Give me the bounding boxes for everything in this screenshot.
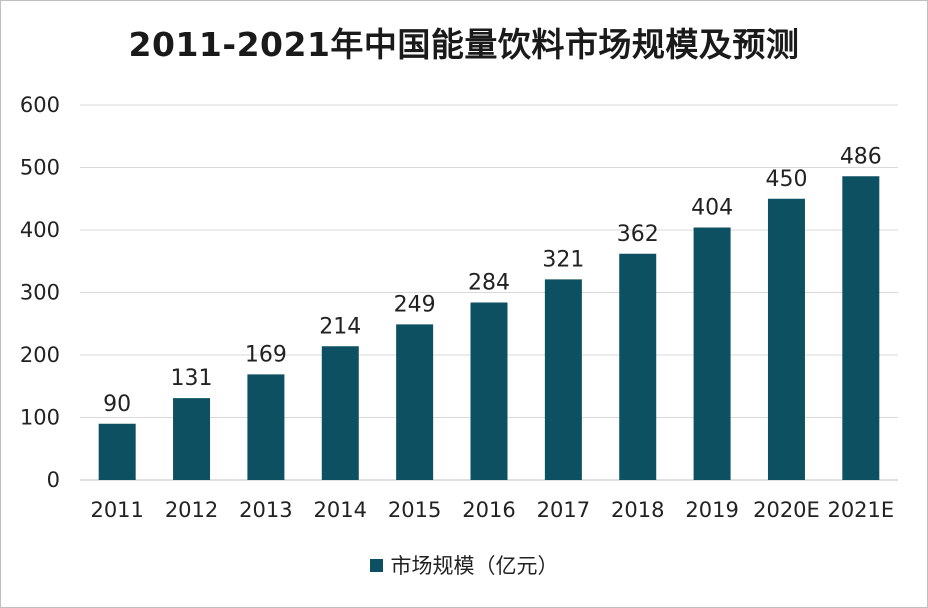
data-label-2012: 131 [171, 366, 213, 391]
data-label-2014: 214 [319, 314, 361, 339]
x-tick-label-2012: 2012 [165, 498, 218, 522]
y-tick-label: 200 [20, 343, 60, 367]
data-label-2021E: 486 [840, 144, 882, 169]
legend: 市场规模（亿元） [0, 550, 928, 580]
bar-2021E [842, 176, 880, 480]
y-tick-label: 500 [20, 156, 60, 180]
legend-label: 市场规模（亿元） [390, 554, 559, 578]
x-tick-label-2015: 2015 [388, 498, 441, 522]
bar-2018 [619, 253, 657, 480]
x-tick-label-2018: 2018 [611, 498, 664, 522]
bar-2011 [98, 423, 136, 480]
bar-2016 [470, 302, 508, 480]
x-tick-label-2011: 2011 [90, 498, 143, 522]
x-tick-label-2017: 2017 [537, 498, 590, 522]
bar-2017 [544, 279, 582, 480]
bar-2019 [693, 227, 731, 480]
x-axis-ticks: 2011 2012 2013 2014 2015 2016 2017 2018 2019 2020… [90, 498, 894, 522]
y-axis-ticks: 0 100 200 300 400 500 600 [20, 93, 60, 492]
legend-swatch [369, 558, 383, 572]
bar-2012 [173, 398, 211, 480]
y-tick-label: 100 [20, 406, 60, 430]
y-tick-label: 600 [20, 93, 60, 117]
data-label-2016: 284 [468, 271, 510, 296]
data-label-2013: 169 [245, 342, 287, 367]
x-tick-label-2021E: 2021E [827, 498, 894, 522]
chart-title: 2011-2021年中国能量饮料市场规模及预测 [128, 25, 800, 64]
x-tick-label-2020E: 2020E [753, 498, 820, 522]
data-label-2015: 249 [394, 292, 436, 317]
x-tick-label-2016: 2016 [462, 498, 515, 522]
bars [98, 176, 880, 480]
y-tick-label: 400 [20, 218, 60, 242]
data-label-2020E: 450 [765, 167, 807, 192]
bar-2013 [247, 374, 285, 480]
x-tick-label-2019: 2019 [685, 498, 738, 522]
data-label-2011: 90 [103, 392, 131, 417]
x-tick-label-2013: 2013 [239, 498, 292, 522]
bar-2020E [767, 198, 805, 480]
data-label-2018: 362 [617, 222, 659, 247]
data-label-2017: 321 [542, 247, 584, 272]
y-tick-label: 0 [47, 468, 60, 492]
data-label-2019: 404 [691, 196, 733, 221]
bar-2014 [321, 346, 359, 480]
data-labels: 90 131 169 214 249 284 321 362 404 450 486 [103, 144, 882, 417]
y-tick-label: 300 [20, 281, 60, 305]
x-tick-label-2014: 2014 [314, 498, 367, 522]
bar-2015 [396, 324, 434, 480]
